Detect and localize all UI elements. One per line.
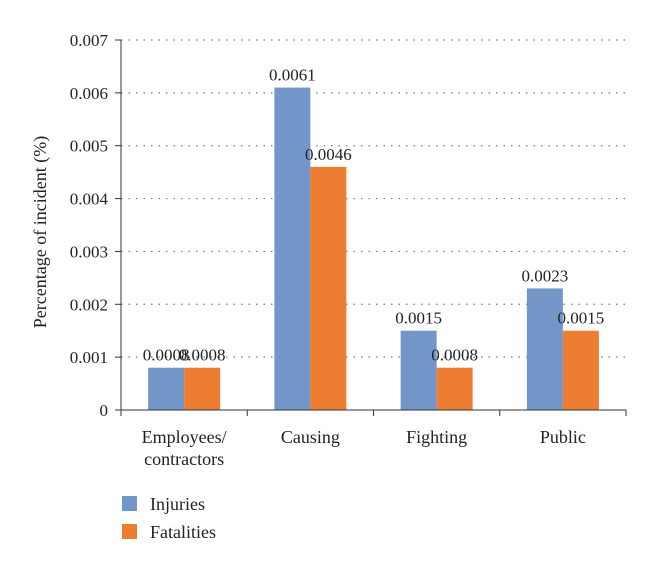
data-label: 0.0015 (395, 309, 442, 328)
category-labels: Employees/contractors Causing Fighting Publ… (142, 427, 586, 469)
data-label: 0.0008 (179, 346, 226, 365)
data-label: 0.0015 (558, 309, 605, 328)
bar-injuries (274, 87, 311, 411)
category-label: Fighting (406, 427, 467, 447)
y-tick-labels: 0 0.001 0.002 0.003 0.004 0.005 0.006 0.007 (70, 31, 109, 420)
data-label: 0.0046 (305, 145, 352, 164)
legend: Injuries Fatalities (122, 494, 216, 542)
bar-fatalities (310, 166, 347, 410)
y-tick-label: 0 (100, 401, 109, 420)
legend-swatch-fatalities (122, 524, 137, 539)
legend-label-fatalities: Fatalities (150, 522, 216, 542)
legend-label-injuries: Injuries (150, 494, 205, 514)
data-label: 0.0023 (522, 266, 569, 285)
axes (115, 39, 627, 416)
y-axis-title: Percentage of incident (%) (30, 136, 51, 328)
category-label: Public (540, 427, 586, 447)
data-label: 0.0061 (269, 66, 316, 85)
bar-fatalities (184, 367, 221, 410)
category-label: Causing (281, 427, 340, 447)
y-tick-label: 0.004 (70, 190, 109, 209)
y-tick-label: 0.007 (70, 31, 109, 50)
y-tick-label: 0.001 (70, 348, 108, 367)
category-label: Employees/contractors (142, 427, 227, 469)
y-tick-label: 0.002 (70, 295, 108, 314)
bar-fatalities (436, 367, 473, 410)
data-label: 0.0008 (431, 346, 478, 365)
bar-fatalities (562, 330, 599, 410)
y-tick-label: 0.006 (70, 84, 108, 103)
y-tick-label: 0.003 (70, 242, 108, 261)
bar-injuries (148, 367, 185, 410)
bar-injuries (400, 330, 437, 410)
bar-injuries (526, 288, 563, 410)
data-labels: 0.0008 0.0061 0.0015 0.0023 0.0008 0.0046 0.00… (143, 66, 605, 365)
legend-swatch-injuries (122, 496, 137, 511)
y-tick-label: 0.005 (70, 137, 108, 156)
data-label: 0.0008 (143, 346, 190, 365)
bars (148, 87, 599, 411)
